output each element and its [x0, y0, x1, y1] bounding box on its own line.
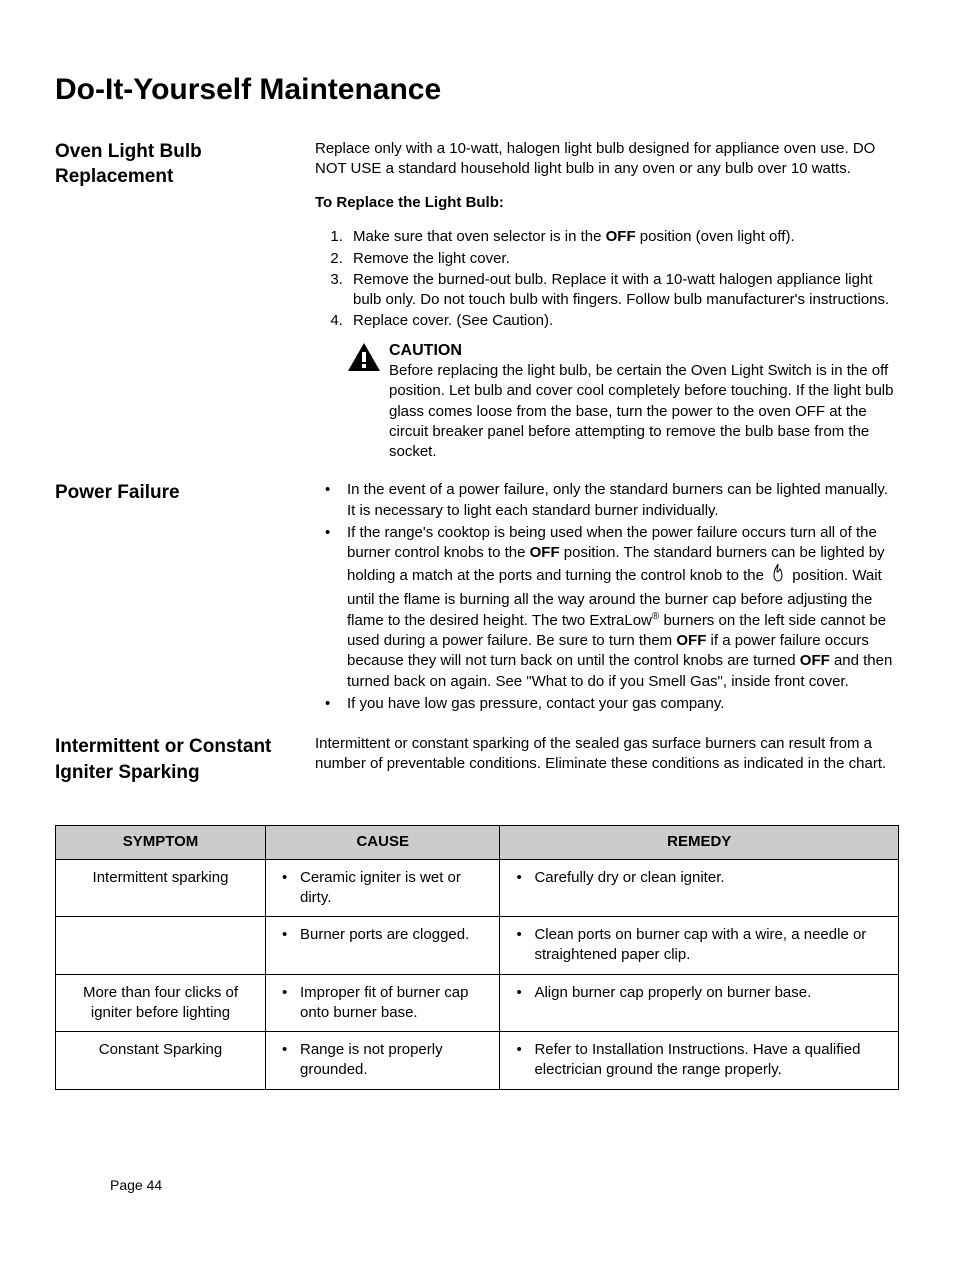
cell-symptom: [56, 917, 266, 975]
section-heading-col: Intermittent or Constant Igniter Sparkin…: [55, 734, 315, 785]
table-row: Burner ports are clogged. Clean ports on…: [56, 917, 899, 975]
col-header-symptom: SYMPTOM: [56, 826, 266, 859]
bulb-subhead: To Replace the Light Bulb:: [315, 193, 899, 213]
flame-icon: [770, 563, 786, 589]
cell-cause: Burner ports are clogged.: [266, 917, 500, 975]
section-power: Power Failure In the event of a power fa…: [55, 480, 899, 716]
cell-cause: Range is not properly grounded.: [266, 1032, 500, 1090]
cell-symptom: Constant Sparking: [56, 1032, 266, 1090]
caution-body: Before replacing the light bulb, be cert…: [389, 361, 899, 462]
page-number: Page 44: [110, 1176, 162, 1195]
list-item: Replace cover. (See Caution).: [347, 311, 899, 331]
list-item: In the event of a power failure, only th…: [315, 480, 899, 521]
power-bullets: In the event of a power failure, only th…: [315, 480, 899, 714]
section-body-col: In the event of a power failure, only th…: [315, 480, 899, 716]
bulb-steps: Make sure that oven selector is in the O…: [315, 227, 899, 331]
table-row: Constant Sparking Range is not properly …: [56, 1032, 899, 1090]
list-item: If you have low gas pressure, contact yo…: [315, 694, 899, 714]
cell-symptom: Intermittent sparking: [56, 859, 266, 917]
col-header-remedy: REMEDY: [500, 826, 899, 859]
section-heading-col: Power Failure: [55, 480, 315, 716]
section-heading-col: Oven Light Bulb Replacement: [55, 139, 315, 463]
symptom-table: SYMPTOM CAUSE REMEDY Intermittent sparki…: [55, 825, 899, 1089]
cell-cause: Improper fit of burner cap onto burner b…: [266, 974, 500, 1032]
bulb-intro: Replace only with a 10-watt, halogen lig…: [315, 139, 899, 180]
sparking-intro: Intermittent or constant sparking of the…: [315, 734, 899, 775]
list-item: If the range's cooktop is being used whe…: [315, 523, 899, 692]
power-heading: Power Failure: [55, 480, 300, 506]
page-title: Do-It-Yourself Maintenance: [55, 70, 899, 111]
cell-remedy: Align burner cap properly on burner base…: [500, 974, 899, 1032]
list-item: Remove the burned-out bulb. Replace it w…: [347, 270, 899, 311]
cell-remedy: Clean ports on burner cap with a wire, a…: [500, 917, 899, 975]
col-header-cause: CAUSE: [266, 826, 500, 859]
table-row: More than four clicks of igniter before …: [56, 974, 899, 1032]
caution-heading: CAUTION: [389, 340, 899, 362]
cell-cause: Ceramic igniter is wet or dirty.: [266, 859, 500, 917]
list-item: Make sure that oven selector is in the O…: [347, 227, 899, 247]
table-row: Intermittent sparking Ceramic igniter is…: [56, 859, 899, 917]
list-item: Remove the light cover.: [347, 249, 899, 269]
cell-symptom: More than four clicks of igniter before …: [56, 974, 266, 1032]
cell-remedy: Carefully dry or clean igniter.: [500, 859, 899, 917]
section-body-col: Replace only with a 10-watt, halogen lig…: [315, 139, 899, 463]
section-bulb: Oven Light Bulb Replacement Replace only…: [55, 139, 899, 463]
caution-text: CAUTION Before replacing the light bulb,…: [385, 340, 899, 463]
bulb-heading: Oven Light Bulb Replacement: [55, 139, 300, 190]
warning-icon: [347, 340, 385, 463]
caution-block: CAUTION Before replacing the light bulb,…: [315, 340, 899, 463]
section-body-col: Intermittent or constant sparking of the…: [315, 734, 899, 785]
section-sparking: Intermittent or Constant Igniter Sparkin…: [55, 734, 899, 785]
cell-remedy: Refer to Installation Instructions. Have…: [500, 1032, 899, 1090]
sparking-heading: Intermittent or Constant Igniter Sparkin…: [55, 734, 300, 785]
